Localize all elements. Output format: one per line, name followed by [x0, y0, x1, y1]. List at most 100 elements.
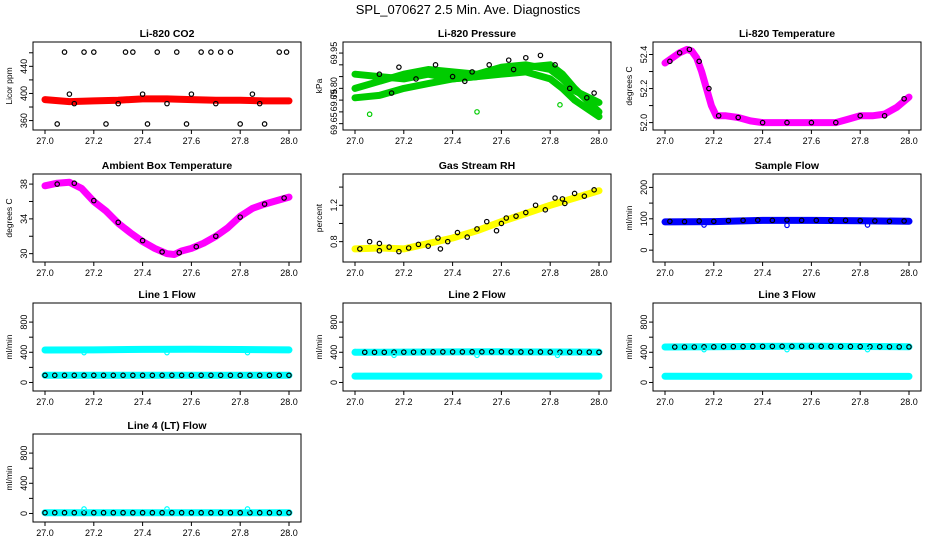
data-point — [886, 218, 893, 225]
plot-frame — [342, 41, 612, 131]
data-point — [247, 509, 253, 516]
data-point — [276, 509, 283, 516]
x-tick-label: 27.6 — [803, 397, 821, 407]
data-point — [352, 348, 358, 355]
data-point — [779, 343, 785, 350]
y-tick-label: 69.65 — [329, 112, 339, 135]
data-point — [405, 245, 412, 251]
x-tick-label: 27.0 — [36, 528, 54, 538]
series-2 — [54, 49, 290, 127]
series-2 — [667, 217, 907, 225]
data-point — [493, 227, 500, 234]
y-tick-label: 400 — [639, 345, 649, 360]
y-tick-label: 800 — [19, 315, 29, 330]
data-point — [149, 509, 156, 516]
data-point — [735, 114, 742, 121]
data-point — [244, 506, 251, 512]
series-3 — [352, 348, 561, 359]
data-point — [430, 349, 436, 355]
data-point — [227, 49, 234, 55]
data-point — [886, 343, 893, 350]
x-tick-label: 28.0 — [900, 136, 918, 146]
data-point — [276, 372, 283, 379]
y-tick-label: 200 — [639, 180, 649, 195]
series-1 — [351, 187, 603, 253]
data-point — [808, 119, 815, 126]
series-band — [351, 187, 603, 253]
data-point — [376, 71, 383, 78]
data-point — [237, 121, 244, 127]
y-axis-label: degrees C — [624, 66, 634, 105]
chart-panel-9: Line 3 Flow 27.0 27.2 27.4 27.6 27.8 28.0 0 400 8… — [624, 289, 922, 407]
data-point — [164, 349, 170, 356]
data-point — [261, 121, 268, 127]
data-point — [276, 49, 283, 55]
x-tick-label: 27.0 — [346, 397, 364, 407]
x-tick-label: 27.0 — [346, 268, 364, 278]
plot-area — [351, 187, 603, 255]
y-tick-label: 400 — [329, 345, 339, 360]
data-point — [740, 343, 746, 350]
data-point — [522, 54, 529, 61]
y-tick-label: 30 — [19, 249, 29, 259]
data-point — [164, 100, 170, 107]
data-point — [759, 119, 766, 126]
data-point — [237, 214, 244, 220]
data-point — [750, 343, 756, 350]
data-point — [837, 343, 844, 350]
x-tick-label: 27.6 — [493, 397, 511, 407]
y-tick-label: 400 — [19, 476, 29, 491]
series-1 — [41, 345, 293, 354]
data-point — [227, 372, 234, 379]
data-point — [120, 509, 126, 516]
series-2 — [667, 46, 907, 126]
series-band — [661, 45, 913, 127]
x-tick-label: 27.4 — [754, 136, 772, 146]
y-tick-label: 800 — [639, 315, 649, 330]
x-tick-label: 27.6 — [183, 136, 201, 146]
x-tick-label: 28.0 — [280, 136, 298, 146]
data-point — [701, 344, 707, 350]
data-point — [381, 349, 388, 356]
y-tick-label: 360 — [19, 113, 29, 128]
data-point — [130, 509, 136, 516]
x-tick-label: 27.4 — [134, 268, 152, 278]
data-point — [176, 249, 183, 256]
plot-area — [661, 342, 913, 380]
data-point — [396, 248, 402, 255]
data-point — [256, 372, 263, 379]
series-2 — [357, 187, 597, 255]
data-point — [876, 343, 883, 350]
x-tick-label: 27.6 — [183, 268, 201, 278]
data-point — [81, 506, 87, 512]
data-point — [449, 349, 456, 355]
plot-frame — [32, 41, 302, 131]
data-point — [586, 349, 593, 355]
panel-title: Line 3 Flow — [758, 289, 816, 301]
plot-frame — [652, 41, 922, 131]
data-point — [81, 372, 87, 379]
x-tick-label: 27.0 — [36, 397, 54, 407]
data-point — [183, 121, 190, 127]
data-point — [828, 217, 834, 224]
figure-title: SPL_070627 2.5 Min. Ave. Diagnostics — [356, 2, 581, 17]
data-point — [266, 509, 273, 516]
data-point — [391, 349, 397, 355]
x-tick-label: 27.2 — [85, 268, 103, 278]
data-point — [81, 49, 87, 55]
chart-panel-8: Line 2 Flow 27.0 27.2 27.4 27.6 27.8 28.0 0 400 8… — [314, 289, 612, 407]
y-tick-label: 400 — [19, 86, 29, 101]
data-point — [808, 343, 815, 350]
panel-title: Ambient Box Temperature — [102, 160, 233, 172]
x-tick-label: 27.8 — [851, 268, 869, 278]
data-point — [706, 85, 712, 92]
data-point — [896, 344, 903, 350]
data-point — [420, 349, 427, 355]
plot-frame — [652, 302, 922, 392]
data-point — [542, 207, 549, 213]
data-point — [681, 344, 688, 350]
x-tick-label: 27.6 — [803, 268, 821, 278]
data-point — [784, 222, 790, 229]
data-point — [188, 509, 195, 516]
data-point — [54, 121, 61, 127]
